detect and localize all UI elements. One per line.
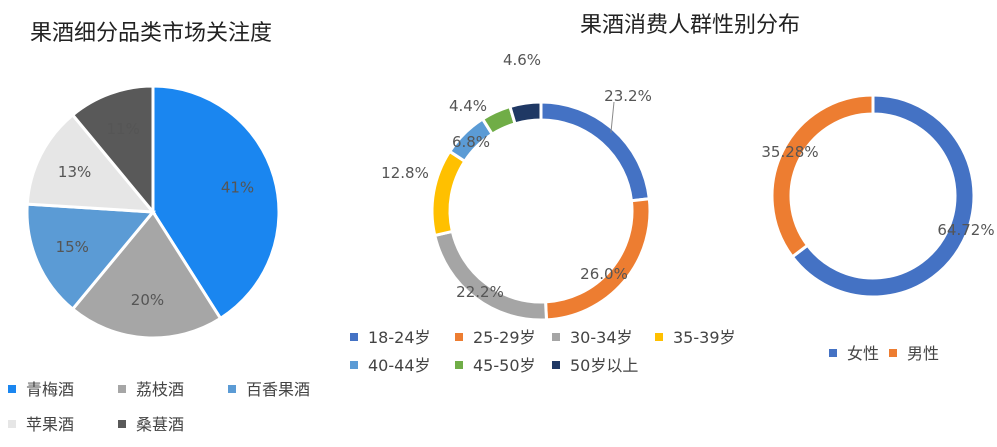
slice-30-34岁 <box>432 229 549 322</box>
legend-label: 荔枝酒 <box>136 380 184 399</box>
slice-50岁以上 <box>508 100 543 126</box>
slice-女性 <box>790 93 976 299</box>
slice-苹果酒 <box>25 112 157 214</box>
legend-label: 苹果酒 <box>26 415 74 434</box>
slice-荔枝酒 <box>70 209 223 340</box>
legend-swatch <box>552 361 560 369</box>
slice-label: 6.8% <box>452 133 490 151</box>
legend-label: 桑葚酒 <box>136 415 184 434</box>
legend-label: 45-50岁 <box>473 356 536 375</box>
legend-label: 青梅酒 <box>26 380 74 399</box>
slice-18-24岁 <box>539 100 651 203</box>
slice-男性 <box>770 93 875 259</box>
slice-label: 20% <box>131 291 164 309</box>
slice-label: 11% <box>107 120 140 138</box>
age-legend: 18-24岁 25-29岁 30-34岁 35-39岁 40-44岁 45-50岁 50岁以… <box>350 328 736 375</box>
legend-label: 百香果酒 <box>246 380 310 399</box>
legend-swatch <box>228 385 236 393</box>
slice-label: 12.8% <box>381 164 429 182</box>
slice-label: 35.28% <box>761 143 818 161</box>
gender-legend: 女性 男性 <box>829 344 939 363</box>
legend-label: 35-39岁 <box>673 328 736 347</box>
slice-label: 4.6% <box>503 51 541 69</box>
legend-label: 50岁以上 <box>570 356 638 375</box>
legend-label: 40-44岁 <box>368 356 431 375</box>
legend-swatch <box>829 349 837 357</box>
legend-swatch <box>455 333 463 341</box>
legend-label: 25-29岁 <box>473 328 536 347</box>
slice-label: 23.2% <box>604 87 652 105</box>
legend-swatch <box>350 361 358 369</box>
category-pie-chart: 41% 20% 15% 13% 11% <box>25 84 281 340</box>
legend-swatch <box>8 385 16 393</box>
legend-label: 30-34岁 <box>570 328 633 347</box>
legend-swatch <box>552 333 560 341</box>
slice-label: 41% <box>221 178 254 196</box>
legend-label: 女性 <box>847 344 879 363</box>
slice-25-29岁 <box>543 197 652 322</box>
slice-label: 26.0% <box>580 265 628 283</box>
legend-swatch <box>455 361 463 369</box>
slice-label: 13% <box>58 163 91 181</box>
donut-title: 果酒消费人群性别分布 <box>580 13 800 38</box>
legend-swatch <box>889 349 897 357</box>
age-donut-chart: 23.2% 26.0% 22.2% 12.8% 6.8% 4.4% 4.6% <box>381 51 652 322</box>
slice-百香果酒 <box>25 202 157 312</box>
gender-donut-chart: 64.72% 35.28% <box>761 93 995 299</box>
legend-swatch <box>118 420 126 428</box>
slice-label: 4.4% <box>449 97 487 115</box>
slice-桑葚酒 <box>70 84 155 217</box>
legend-swatch <box>118 385 126 393</box>
legend-swatch <box>350 333 358 341</box>
legend-label: 18-24岁 <box>368 328 431 347</box>
slice-label: 22.2% <box>456 283 504 301</box>
legend-swatch <box>8 420 16 428</box>
pie-title: 果酒细分品类市场关注度 <box>30 21 272 46</box>
slice-label: 15% <box>56 238 89 256</box>
slice-label: 64.72% <box>937 221 994 239</box>
legend-label: 男性 <box>907 344 939 363</box>
leader-line <box>610 101 615 133</box>
slice-35-39岁 <box>430 149 467 238</box>
legend-swatch <box>655 333 663 341</box>
